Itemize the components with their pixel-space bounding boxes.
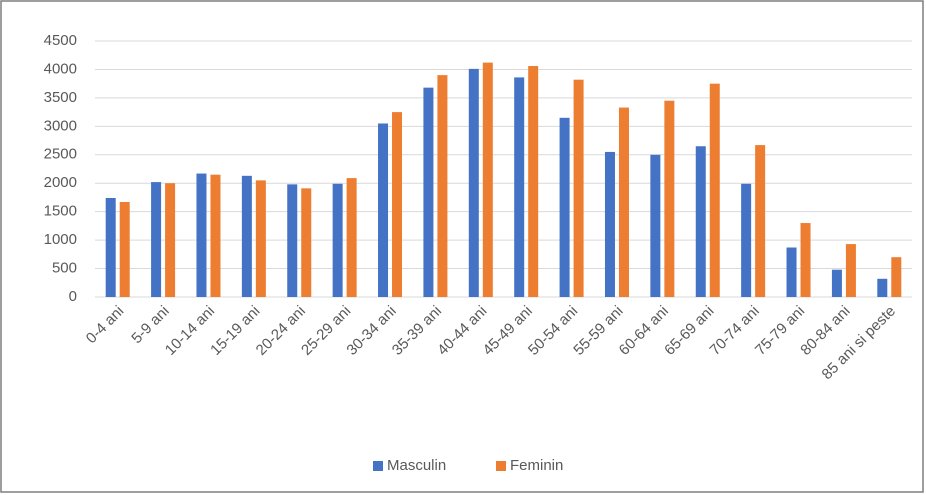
bar xyxy=(514,77,525,297)
bar xyxy=(482,62,493,297)
bar xyxy=(468,68,479,298)
bar xyxy=(255,180,266,297)
bar xyxy=(528,66,539,297)
y-tick-label: 1500 xyxy=(44,203,77,220)
bar xyxy=(709,83,720,298)
bar xyxy=(618,107,629,297)
y-tick-label: 4500 xyxy=(44,32,77,49)
bar xyxy=(165,183,176,297)
legend-label: Feminin xyxy=(510,457,563,474)
bar xyxy=(559,117,570,297)
bar xyxy=(573,79,584,297)
y-tick-label: 0 xyxy=(69,288,77,305)
bar xyxy=(378,123,389,297)
y-tick-label: 3000 xyxy=(44,117,77,134)
y-tick-label: 500 xyxy=(52,260,77,277)
y-tick-label: 3500 xyxy=(44,89,77,106)
bar xyxy=(392,112,403,297)
bar xyxy=(346,178,357,297)
legend-swatch xyxy=(496,461,506,471)
bar xyxy=(604,151,615,297)
bar xyxy=(831,269,842,297)
bar xyxy=(786,247,797,297)
bar xyxy=(695,146,706,297)
bar xyxy=(151,182,162,297)
bar xyxy=(332,183,343,297)
bar xyxy=(241,175,252,297)
bar xyxy=(105,198,116,297)
bar xyxy=(891,257,902,297)
legend-swatch xyxy=(373,461,383,471)
y-tick-label: 4000 xyxy=(44,60,77,77)
legend-label: Masculin xyxy=(387,457,446,474)
bar xyxy=(423,87,434,297)
bar xyxy=(845,244,856,297)
bar xyxy=(741,183,752,297)
bar xyxy=(877,278,888,297)
y-tick-label: 1000 xyxy=(44,231,77,248)
y-tick-label: 2000 xyxy=(44,174,77,191)
bar xyxy=(196,173,207,297)
bar xyxy=(287,184,298,297)
bar xyxy=(800,223,811,297)
bar xyxy=(210,174,221,297)
bar xyxy=(119,201,130,297)
bar xyxy=(437,75,448,297)
bar xyxy=(301,188,312,297)
bar xyxy=(650,154,661,297)
bar xyxy=(755,145,766,297)
y-tick-label: 2500 xyxy=(44,146,77,163)
bar xyxy=(664,100,675,297)
